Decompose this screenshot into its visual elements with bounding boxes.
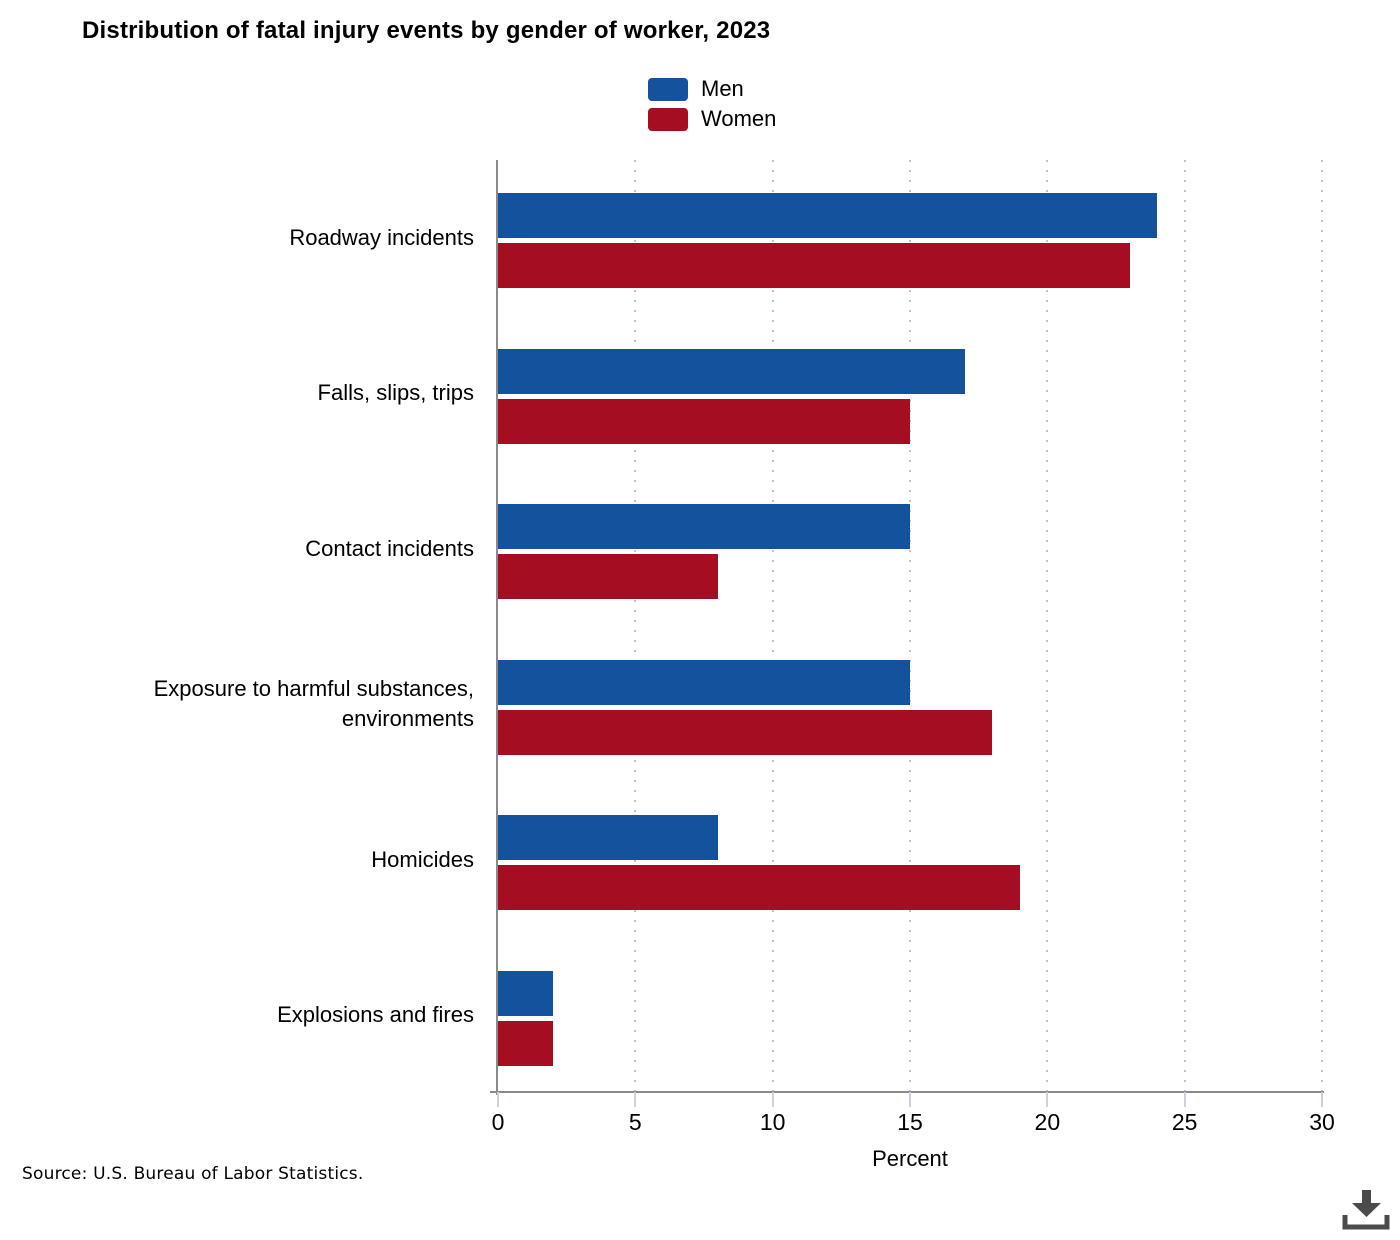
x-tick-mark-25 [1183,1092,1186,1107]
x-tick-mark-20 [1046,1092,1049,1107]
bar-women-3 [498,709,993,755]
category-label-2: Contact incidents [305,535,474,561]
bar-women-0 [498,243,1130,288]
bar-men-4 [498,815,718,860]
legend-item-women: Women [648,104,776,134]
chart-title: Distribution of fatal injury events by g… [82,17,771,44]
x-tick-label-0: 0 [491,1109,505,1135]
gridline-x-20 [1046,160,1049,1093]
bar-women-1 [498,398,910,444]
y-axis-line [496,160,498,1095]
category-label-1: Falls, slips, trips [317,380,474,406]
x-tick-label-30: 30 [1309,1109,1335,1135]
x-axis-ticks: 0 5 10 15 20 25 30 [492,1092,1335,1152]
x-tick-label-10: 10 [759,1109,786,1135]
x-axis-title: Percent [872,1146,948,1171]
category-labels: Roadway incidents Falls, slips, trips Cont… [70,160,474,1093]
download-icon [1338,1190,1394,1237]
source-note: Source: U.S. Bureau of Labor Statistics. [22,1164,364,1184]
bar-women-2 [498,554,718,599]
bar-men-0 [498,193,1158,238]
category-label-3: Exposure to harmful substances, environm… [153,675,474,732]
gridline-x-10 [771,160,774,1093]
legend-item-men: Men [648,74,776,104]
download-button[interactable] [1338,1188,1394,1234]
legend: Men Women [648,74,776,134]
x-tick-label-20: 20 [1034,1109,1061,1135]
bar-men-1 [498,348,965,394]
bar-men-3 [498,659,910,705]
x-tick-mark-30 [1321,1092,1323,1107]
x-tick-label-15: 15 [897,1109,923,1135]
bar-women-5 [498,1020,553,1066]
x-tick-label-25: 25 [1171,1109,1198,1135]
x-tick-label-5: 5 [628,1109,642,1135]
legend-swatch-men [648,77,688,101]
x-tick-mark-10 [771,1092,774,1107]
legend-label: Women [701,106,777,131]
legend-label: Men [701,76,744,101]
bar-men-5 [498,970,553,1016]
gridline-x-30 [1321,160,1323,1093]
gridline-x-15 [909,160,911,1093]
plot-area [498,160,1323,1093]
x-tick-mark-5 [634,1092,637,1107]
category-label-0: Roadway incidents [289,224,474,250]
x-tick-mark-0 [497,1092,499,1107]
x-tick-mark-15 [909,1092,911,1107]
legend-swatch-women [648,107,688,131]
category-label-5: Explosions and fires [277,1002,474,1028]
bar-men-2 [498,504,910,549]
bar-women-4 [498,865,1020,910]
gridline-x-25 [1183,160,1186,1093]
gridline-x-5 [634,160,637,1093]
category-label-4: Homicides [371,846,474,872]
x-axis-line [490,1091,1324,1093]
